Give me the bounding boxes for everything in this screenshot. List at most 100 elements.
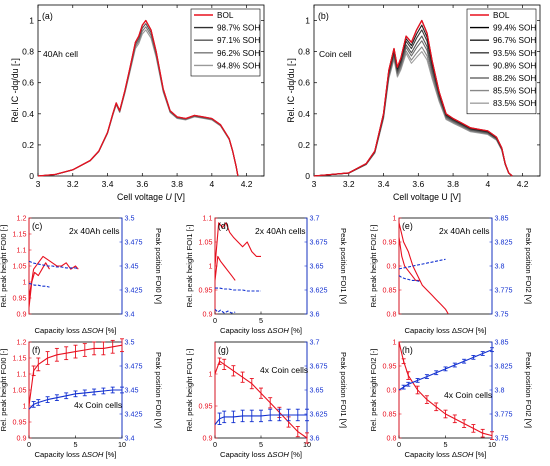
x-tick-label: 3.4 [378,179,390,189]
panel-f: 0 5 10 0.9 0.95 1 1.05 1.1 1.15 1.2 3.4 3.425 3.45 3.… [0,338,163,460]
position-series-line [28,260,79,270]
right-tick-label: 3.8 [495,262,505,271]
xlabel-unit: [%] [473,450,486,459]
right-tick-label: 3.825 [495,362,513,371]
xlabel-text: Capacity loss Δ [405,326,457,335]
left-tick-label: 1.1 [17,370,27,379]
panel-label: (d) [218,221,229,231]
plot-frame [313,4,541,177]
x-tick-label: 10 [303,440,311,449]
xlabel-variable: SOH [457,326,474,335]
left-tick-label: 1 [393,214,397,223]
legend-entry: 94.8% SOH [217,61,260,70]
xlabel-unit: [%] [473,326,486,335]
legend-entry: 85.5% SOH [493,87,536,96]
right-tick-label: 3.85 [495,338,509,347]
xlabel-unit: [%] [289,450,302,459]
right-tick-label: 3.8 [495,386,505,395]
plot-frame [37,4,265,177]
x-tick-label: 10 [488,440,496,449]
right-axis-label: Peak position FOI1 [V] [339,352,348,428]
panel-label: (e) [402,221,413,231]
right-tick-label: 3.7 [310,338,320,347]
panel-label: (h) [402,345,413,355]
y-tick-label: 0 [305,171,310,181]
left-tick-label: 0.9 [17,434,27,443]
left-axis-label: Rel. peak height FOI0 [-] [0,349,8,432]
y-tick-label: 0 [29,171,34,181]
series-line-bol [313,19,513,177]
y-axis-label: Rel. IC -dq/du [-] [286,58,296,123]
right-axis-label: Peak position FOI0 [V] [154,228,163,304]
left-axis-label: Rel. peak height FOI1 [-] [185,225,194,308]
right-axis-label: Peak position FOI0 [V] [154,352,163,428]
left-tick-label: 1 [23,278,27,287]
xlabel-text: Cell voltage U [V] [393,192,461,202]
x-axis-label: Capacity loss ΔSOH [%] [220,326,302,335]
right-tick-label: 3.75 [495,434,509,443]
left-tick-label: 0.95 [383,362,397,371]
right-tick-label: 3.65 [310,262,324,271]
legend-entry: 88.2% SOH [493,74,536,83]
height-series-line [28,344,123,407]
cell-annotation: 4x Coin cells [444,390,492,400]
x-axis-label: Capacity loss ΔSOH [%] [405,326,487,335]
position-series-line [28,389,122,410]
x-tick-label: 0 [397,440,401,449]
left-tick-label: 0.95 [383,238,397,247]
right-tick-label: 3.475 [125,238,143,247]
left-tick-label: 0.95 [199,402,213,411]
height-series-line [398,222,449,315]
y-tick-label: 0.4 [298,109,310,119]
right-tick-label: 3.425 [125,410,143,419]
panel-d: 0 5 0.9 0.95 1 1.05 1.1 3.6 3.625 3.65 3.675 3.7 (d)… [185,214,348,336]
x-tick-label: 5 [74,440,78,449]
height-series-line [28,255,79,299]
position-series-line [214,308,236,314]
panel-e: 0.8 0.85 0.9 0.95 1 3.75 3.775 3.8 3.825 3.85 (e) 2… [369,214,533,336]
x-tick-label: 3.2 [343,179,355,189]
x-tick-label: 10 [118,440,126,449]
left-tick-label: 1.1 [203,214,213,223]
x-tick-label: 4.2 [241,179,253,189]
right-tick-label: 3.85 [495,214,509,223]
left-tick-label: 1.05 [13,262,27,271]
y-tick-label: 1 [305,16,310,26]
left-tick-label: 0.85 [383,410,397,419]
panel-h: 0 5 10 0.8 0.85 0.9 0.95 1 3.75 3.775 3.8 3.825 3.85… [369,338,533,460]
right-axis-label: Peak position FOI2 [V] [524,228,533,304]
cell-annotation: 4x Coin cells [260,365,308,375]
x-tick-label: 3.4 [102,179,114,189]
position-series-line [398,258,446,270]
height-series-line [214,255,236,281]
left-tick-label: 1.15 [13,354,27,363]
x-axis-label: Cell voltage U [V] [393,192,461,202]
xlabel-variable: U [165,192,172,202]
left-tick-label: 0.85 [383,286,397,295]
cell-annotation: 40Ah cell [43,49,78,59]
x-tick-label: 0 [213,440,217,449]
left-tick-label: 1 [209,370,213,379]
right-tick-label: 3.775 [495,410,513,419]
x-tick-label: 4 [209,179,214,189]
height-series-line [28,262,50,308]
x-tick-label: 5 [259,440,263,449]
x-tick-label: 5 [259,316,263,325]
x-tick-label: 4 [485,179,490,189]
series-line-bol [37,19,239,177]
right-axis-label: Peak position FOI2 [V] [524,352,533,428]
legend-entry: 83.5% SOH [493,99,536,108]
left-tick-label: 1.15 [13,230,27,239]
xlabel-unit: [%] [103,326,116,335]
left-axis-label: Rel. peak height FOI0 [-] [0,225,8,308]
position-series-line [398,349,493,391]
xlabel-text: Capacity loss Δ [35,326,87,335]
y-tick-label: 0.8 [22,47,34,57]
y-tick-label: 0.2 [298,140,310,150]
position-series-line [398,275,420,282]
panel-label: (b) [318,11,329,21]
x-axis-label: Cell voltage U [V] [117,192,185,202]
y-tick-label: 1 [29,16,34,26]
legend-entry: 98.7% SOH [217,24,260,33]
